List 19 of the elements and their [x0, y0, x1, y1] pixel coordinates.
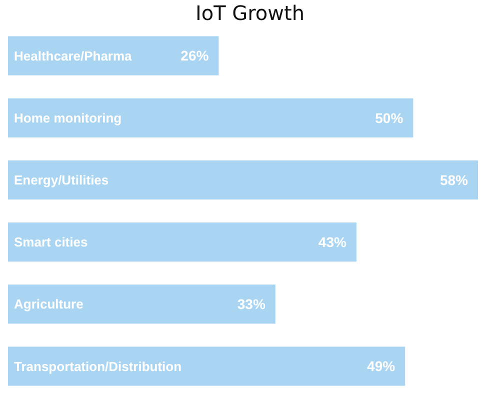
bar	[8, 346, 406, 386]
data-label: 33%	[237, 296, 266, 312]
chart-title: IoT Growth	[195, 1, 305, 25]
data-label: 58%	[440, 172, 469, 188]
bar	[8, 222, 356, 262]
bar	[8, 36, 219, 76]
y-tick-label: Transportation/Distribution	[14, 358, 182, 374]
data-label: 49%	[367, 358, 396, 374]
bar	[8, 284, 276, 324]
bar	[8, 98, 414, 138]
y-tick-label: Home monitoring	[14, 110, 122, 126]
y-tick-label: Agriculture	[14, 296, 84, 312]
y-tick-label: Energy/Utilities	[14, 172, 109, 188]
y-tick-label: Healthcare/Pharma	[14, 48, 133, 64]
data-label: 50%	[375, 110, 404, 126]
data-label: 43%	[318, 234, 347, 250]
data-label: 26%	[180, 48, 210, 64]
bar	[8, 160, 478, 200]
y-tick-label: Smart cities	[14, 234, 88, 250]
